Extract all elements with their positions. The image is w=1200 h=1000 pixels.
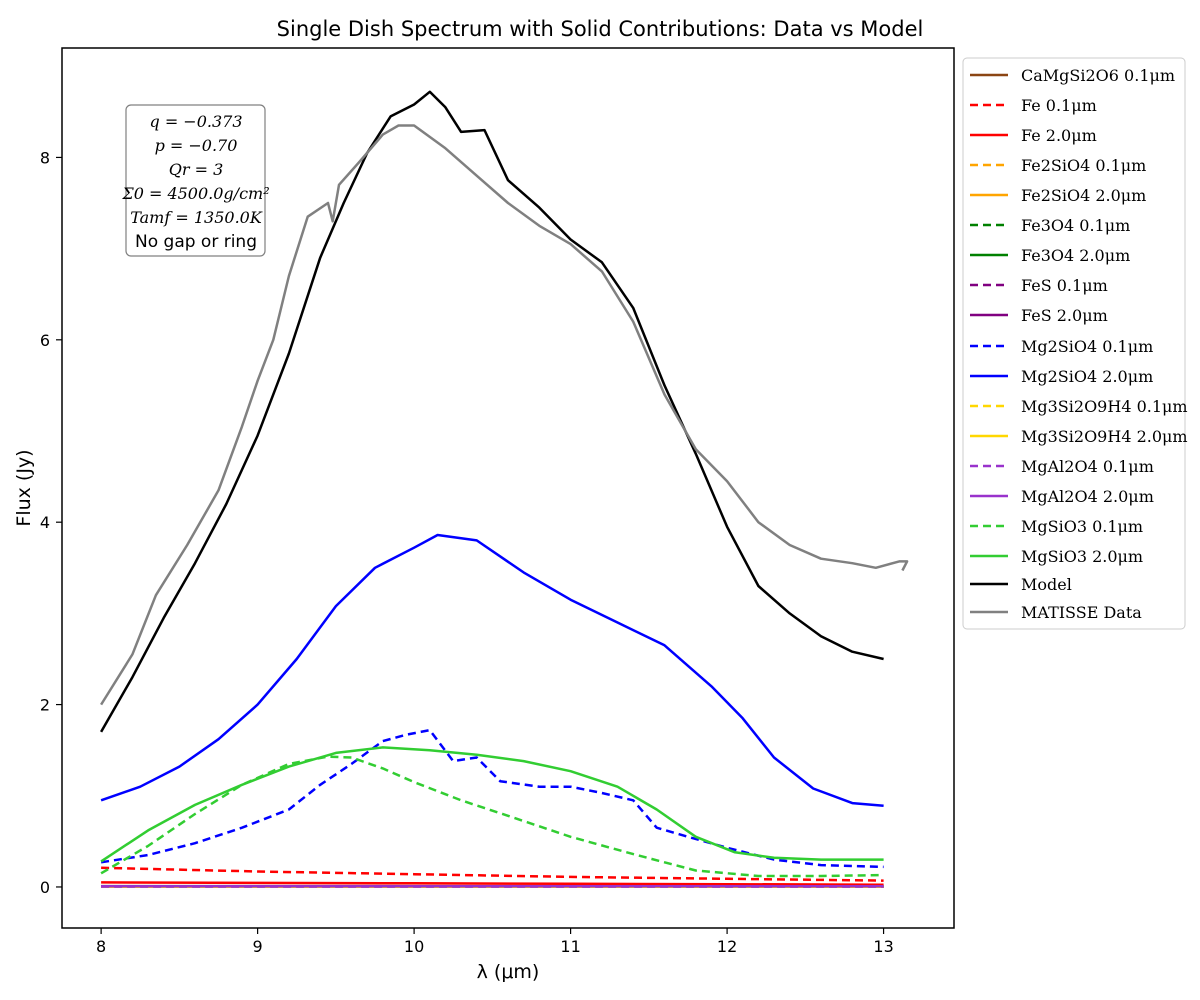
legend-label-fe-0-1um: Fe 0.1μm: [1021, 96, 1097, 115]
legend-label-mgal2o4-2-0um: MgAl2O4 2.0μm: [1021, 487, 1154, 506]
legend-label-fe-2-0um: Fe 2.0μm: [1021, 126, 1097, 145]
y-tick-label: 6: [40, 331, 50, 350]
legend-frame: [962, 57, 1186, 630]
series-line-mg2sio4-0-1um: [100, 728, 884, 869]
legend-label-mg3si2o9h4-2-0um: Mg3Si2O9H4 2.0μm: [1021, 427, 1188, 446]
series-line-model: [100, 90, 884, 733]
legend-label-mgal2o4-0-1um: MgAl2O4 0.1μm: [1021, 457, 1154, 476]
legend-label-fe3o4-2-0um: Fe3O4 2.0μm: [1021, 246, 1130, 265]
x-tick-label: 8: [96, 937, 106, 956]
legend-label-mg3si2o9h4-0-1um: Mg3Si2O9H4 0.1μm: [1021, 397, 1188, 416]
series-line-mgsio3-0-1um: [100, 755, 884, 878]
series-line-fe-2-0um: [101, 881, 884, 886]
plot-area: [100, 90, 909, 888]
series-line-mgsio3-2-0um: [100, 746, 884, 863]
annotation-line: q = −0.373: [149, 112, 242, 131]
chart-title: Single Dish Spectrum with Solid Contribu…: [277, 17, 924, 41]
x-tick-label: 13: [873, 937, 893, 956]
x-tick-label: 11: [560, 937, 580, 956]
x-axis: 8 9 10 11 12 13: [96, 928, 894, 956]
y-tick-label: 4: [40, 513, 50, 532]
legend-label-mg2sio4-2-0um: Mg2SiO4 2.0μm: [1021, 367, 1153, 386]
legend-label-fes-0-1um: FeS 0.1μm: [1021, 276, 1108, 295]
annotation-line: Tamf = 1350.0K: [130, 208, 263, 227]
parameter-annotation-box: q = −0.373 p = −0.70 Qr = 3 Σ0 = 4500.0g/cm…: [121, 104, 270, 257]
y-axis-label: Flux (Jy): [13, 449, 35, 526]
y-tick-label: 0: [40, 878, 50, 897]
annotation-box-border: [125, 104, 266, 257]
annotation-line: p = −0.70: [155, 136, 238, 155]
legend-label-fe2sio4-2-0um: Fe2SiO4 2.0μm: [1021, 186, 1146, 205]
legend: CaMgSi2O6 0.1μm Fe 0.1μm Fe 2.0μm Fe2SiO4 0…: [962, 57, 1188, 630]
y-tick-label: 2: [40, 696, 50, 715]
legend-label-model: Model: [1021, 575, 1072, 594]
x-tick-label: 9: [253, 937, 263, 956]
series-line-mg2sio4-2-0um: [100, 533, 884, 808]
series-line-matisse-data: [100, 124, 909, 706]
legend-label-matisse-data: MATISSE Data: [1021, 603, 1142, 622]
annotation-line: Σ0 = 4500.0g/cm²: [121, 184, 269, 203]
legend-label-mg2sio4-0-1um: Mg2SiO4 0.1μm: [1021, 337, 1153, 356]
series-line-fe-0-1um: [101, 866, 884, 882]
y-axis: 0 2 4 6 8: [40, 148, 62, 897]
annotation-line: No gap or ring: [135, 232, 257, 252]
y-tick-label: 8: [40, 148, 50, 167]
plot-frame: [61, 47, 955, 929]
legend-label-fe2sio4-0-1um: Fe2SiO4 0.1μm: [1021, 156, 1146, 175]
x-tick-label: 12: [717, 937, 737, 956]
legend-label-fe3o4-0-1um: Fe3O4 0.1μm: [1021, 216, 1130, 235]
legend-label-mgsio3-0-1um: MgSiO3 0.1μm: [1021, 517, 1143, 536]
legend-label-fes-2-0um: FeS 2.0μm: [1021, 306, 1108, 325]
x-tick-label: 10: [404, 937, 424, 956]
legend-label-mgsio3-2-0um: MgSiO3 2.0μm: [1021, 547, 1143, 566]
x-axis-label: λ (μm): [477, 961, 540, 983]
legend-label-camgsi2o6-0-1um: CaMgSi2O6 0.1μm: [1021, 66, 1175, 85]
annotation-line: Qr = 3: [169, 160, 224, 179]
